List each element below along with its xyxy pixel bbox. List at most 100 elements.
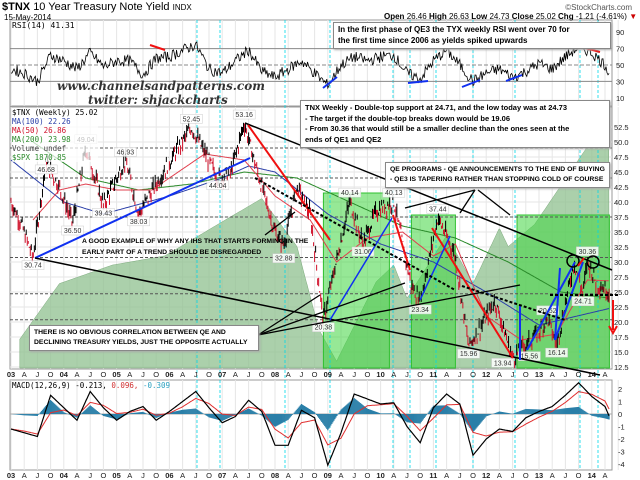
x-axis-tick-mid: 03 xyxy=(7,370,15,379)
tnx-note-line: ends of QE1 and QE2 xyxy=(305,134,382,144)
ohlc-readout: Open 26.46 High 26.63 Low 24.73 Close 25… xyxy=(384,12,637,21)
security-name: 10 Year Treasury Note Yield xyxy=(33,1,170,13)
macd-y-tick: -1 xyxy=(618,423,625,432)
rsi-y-tick: 70 xyxy=(616,45,624,54)
macd-layer xyxy=(10,381,612,468)
x-axis-tick-mid: A xyxy=(602,370,607,379)
x-axis-tick-mid: A xyxy=(233,370,238,379)
watermark-site: www.channelsandpatterns.com xyxy=(57,79,265,93)
x-axis-tick-bottom: J xyxy=(194,471,198,480)
price-y-tick: 12.5 xyxy=(614,363,629,372)
triangle-down-icon: ▼ xyxy=(629,12,638,21)
x-axis-tick-bottom: O xyxy=(364,471,370,480)
x-axis-tick-bottom: O xyxy=(48,471,54,480)
x-axis-tick-mid: 14 xyxy=(588,370,597,379)
tnx-note-line: TNX Weekly - Double-top support at 24.71… xyxy=(305,103,568,112)
x-axis-tick-bottom: J xyxy=(88,471,92,480)
x-axis-tick-bottom: A xyxy=(550,471,555,480)
x-axis-tick-mid: O xyxy=(364,370,370,379)
price-y-tick: 35.0 xyxy=(614,228,629,237)
price-y-tick: 45.0 xyxy=(614,168,629,177)
rsi-red-arrow-2006 xyxy=(149,44,166,51)
x-axis-tick-mid: A xyxy=(550,370,555,379)
rsi-y-tick: 30 xyxy=(616,77,624,86)
price-y-tick: 42.5 xyxy=(614,183,629,192)
price-y-tick: 40.0 xyxy=(614,198,629,207)
macd-panel-frame xyxy=(9,379,613,471)
price-label: 24.71 xyxy=(574,299,592,306)
x-axis-tick-mid: O xyxy=(206,370,212,379)
macd-line xyxy=(10,381,610,468)
x-axis-tick-mid: O xyxy=(470,370,476,379)
legend-ma100: MA(100) 22.26 xyxy=(12,117,71,126)
ihs-arrow xyxy=(264,211,296,236)
rsi-blue-arrow-2 xyxy=(407,80,429,84)
price-legend: $TNX (Weekly) 25.02 MA(100) 22.26 MA(50)… xyxy=(12,108,98,162)
price-label: 15.96 xyxy=(460,351,478,358)
qe-arrow-1 xyxy=(404,189,476,209)
x-axis-tick-mid: 07 xyxy=(218,370,226,379)
symbol: $TNX xyxy=(2,1,31,13)
x-axis-tick-mid: O xyxy=(576,370,582,379)
macd-y-tick: -3 xyxy=(618,448,625,457)
x-axis-tick-bottom: A xyxy=(497,471,502,480)
x-axis-tick-mid: O xyxy=(153,370,159,379)
macd-y-tick: 0 xyxy=(618,410,622,419)
price-y-tick: 25.0 xyxy=(614,288,629,297)
x-axis-tick-bottom: 11 xyxy=(429,471,437,480)
x-axis-tick-mid: 11 xyxy=(429,370,437,379)
price-label-box xyxy=(127,216,150,227)
x-axis-tick-bottom: A xyxy=(338,471,343,480)
rsi-y-tick: 50 xyxy=(616,61,624,70)
price-label: 31.06 xyxy=(354,249,372,256)
price-label: 15.56 xyxy=(521,354,539,361)
chart-title: $TNX 10 Year Treasury Note Yield INDX xyxy=(2,1,192,13)
x-axis-tick-bottom: A xyxy=(180,471,185,480)
price-label: 40.13 xyxy=(385,190,403,197)
x-axis-tick-bottom: A xyxy=(127,471,132,480)
macd-y-tick: -2 xyxy=(618,435,625,444)
open-value: 26.46 xyxy=(406,12,427,21)
price-label-box xyxy=(457,348,480,359)
chg-value: -1.21 (-4.61%) xyxy=(575,12,627,21)
ma50-line xyxy=(32,153,609,341)
red-target-arrowhead xyxy=(608,325,618,336)
price-label: 20.38 xyxy=(315,325,333,332)
x-axis-tick-mid: A xyxy=(127,370,132,379)
ihs-note-line: EARLY PART OF A TREND SHOULD BE DISREGAR… xyxy=(82,248,262,256)
axes-layer: 907050301052.550.047.545.042.540.037.535… xyxy=(7,28,629,480)
price-label-box xyxy=(408,304,432,315)
x-axis-tick-mid: J xyxy=(564,370,568,379)
price-label: 13.94 xyxy=(494,360,512,367)
x-axis-tick-bottom: J xyxy=(511,471,515,480)
x-axis-tick-mid: A xyxy=(74,370,79,379)
price-label: 30.36 xyxy=(579,249,597,256)
price-label-box xyxy=(426,204,450,214)
qe-arrow-2 xyxy=(459,189,476,214)
x-axis-tick-mid: O xyxy=(523,370,529,379)
price-label: 16.14 xyxy=(548,350,566,357)
x-axis-tick-bottom: O xyxy=(576,471,582,480)
price-label: 38.03 xyxy=(130,219,148,226)
x-axis-tick-bottom: 08 xyxy=(271,471,279,480)
rsi-blue-arrow-1 xyxy=(322,76,338,89)
price-label-box xyxy=(491,358,514,368)
exchange: INDX xyxy=(172,3,192,12)
price-label: 44.04 xyxy=(209,183,227,190)
rsi-y-tick: 10 xyxy=(616,94,624,103)
x-axis-tick-bottom: 14 xyxy=(588,471,597,480)
red-decline-line-1 xyxy=(247,124,331,241)
qe-note-line: QE PROGRAMS - QE ANNOUNCEMENTS TO THE EN… xyxy=(390,166,605,173)
x-axis-tick-bottom: A xyxy=(602,471,607,480)
x-axis-tick-bottom: J xyxy=(247,471,251,480)
price-label: 53.16 xyxy=(235,112,253,119)
blue-rise-line-3 xyxy=(526,261,576,351)
x-axis-tick-mid: O xyxy=(48,370,54,379)
price-label-box xyxy=(21,260,45,270)
x-axis-tick-bottom: 05 xyxy=(112,471,120,480)
x-axis-tick-bottom: J xyxy=(300,471,304,480)
price-label-box xyxy=(576,246,599,257)
dashed-neckline-1 xyxy=(254,177,456,291)
x-axis-tick-mid: A xyxy=(22,370,27,379)
x-axis-tick-bottom: O xyxy=(259,471,265,480)
